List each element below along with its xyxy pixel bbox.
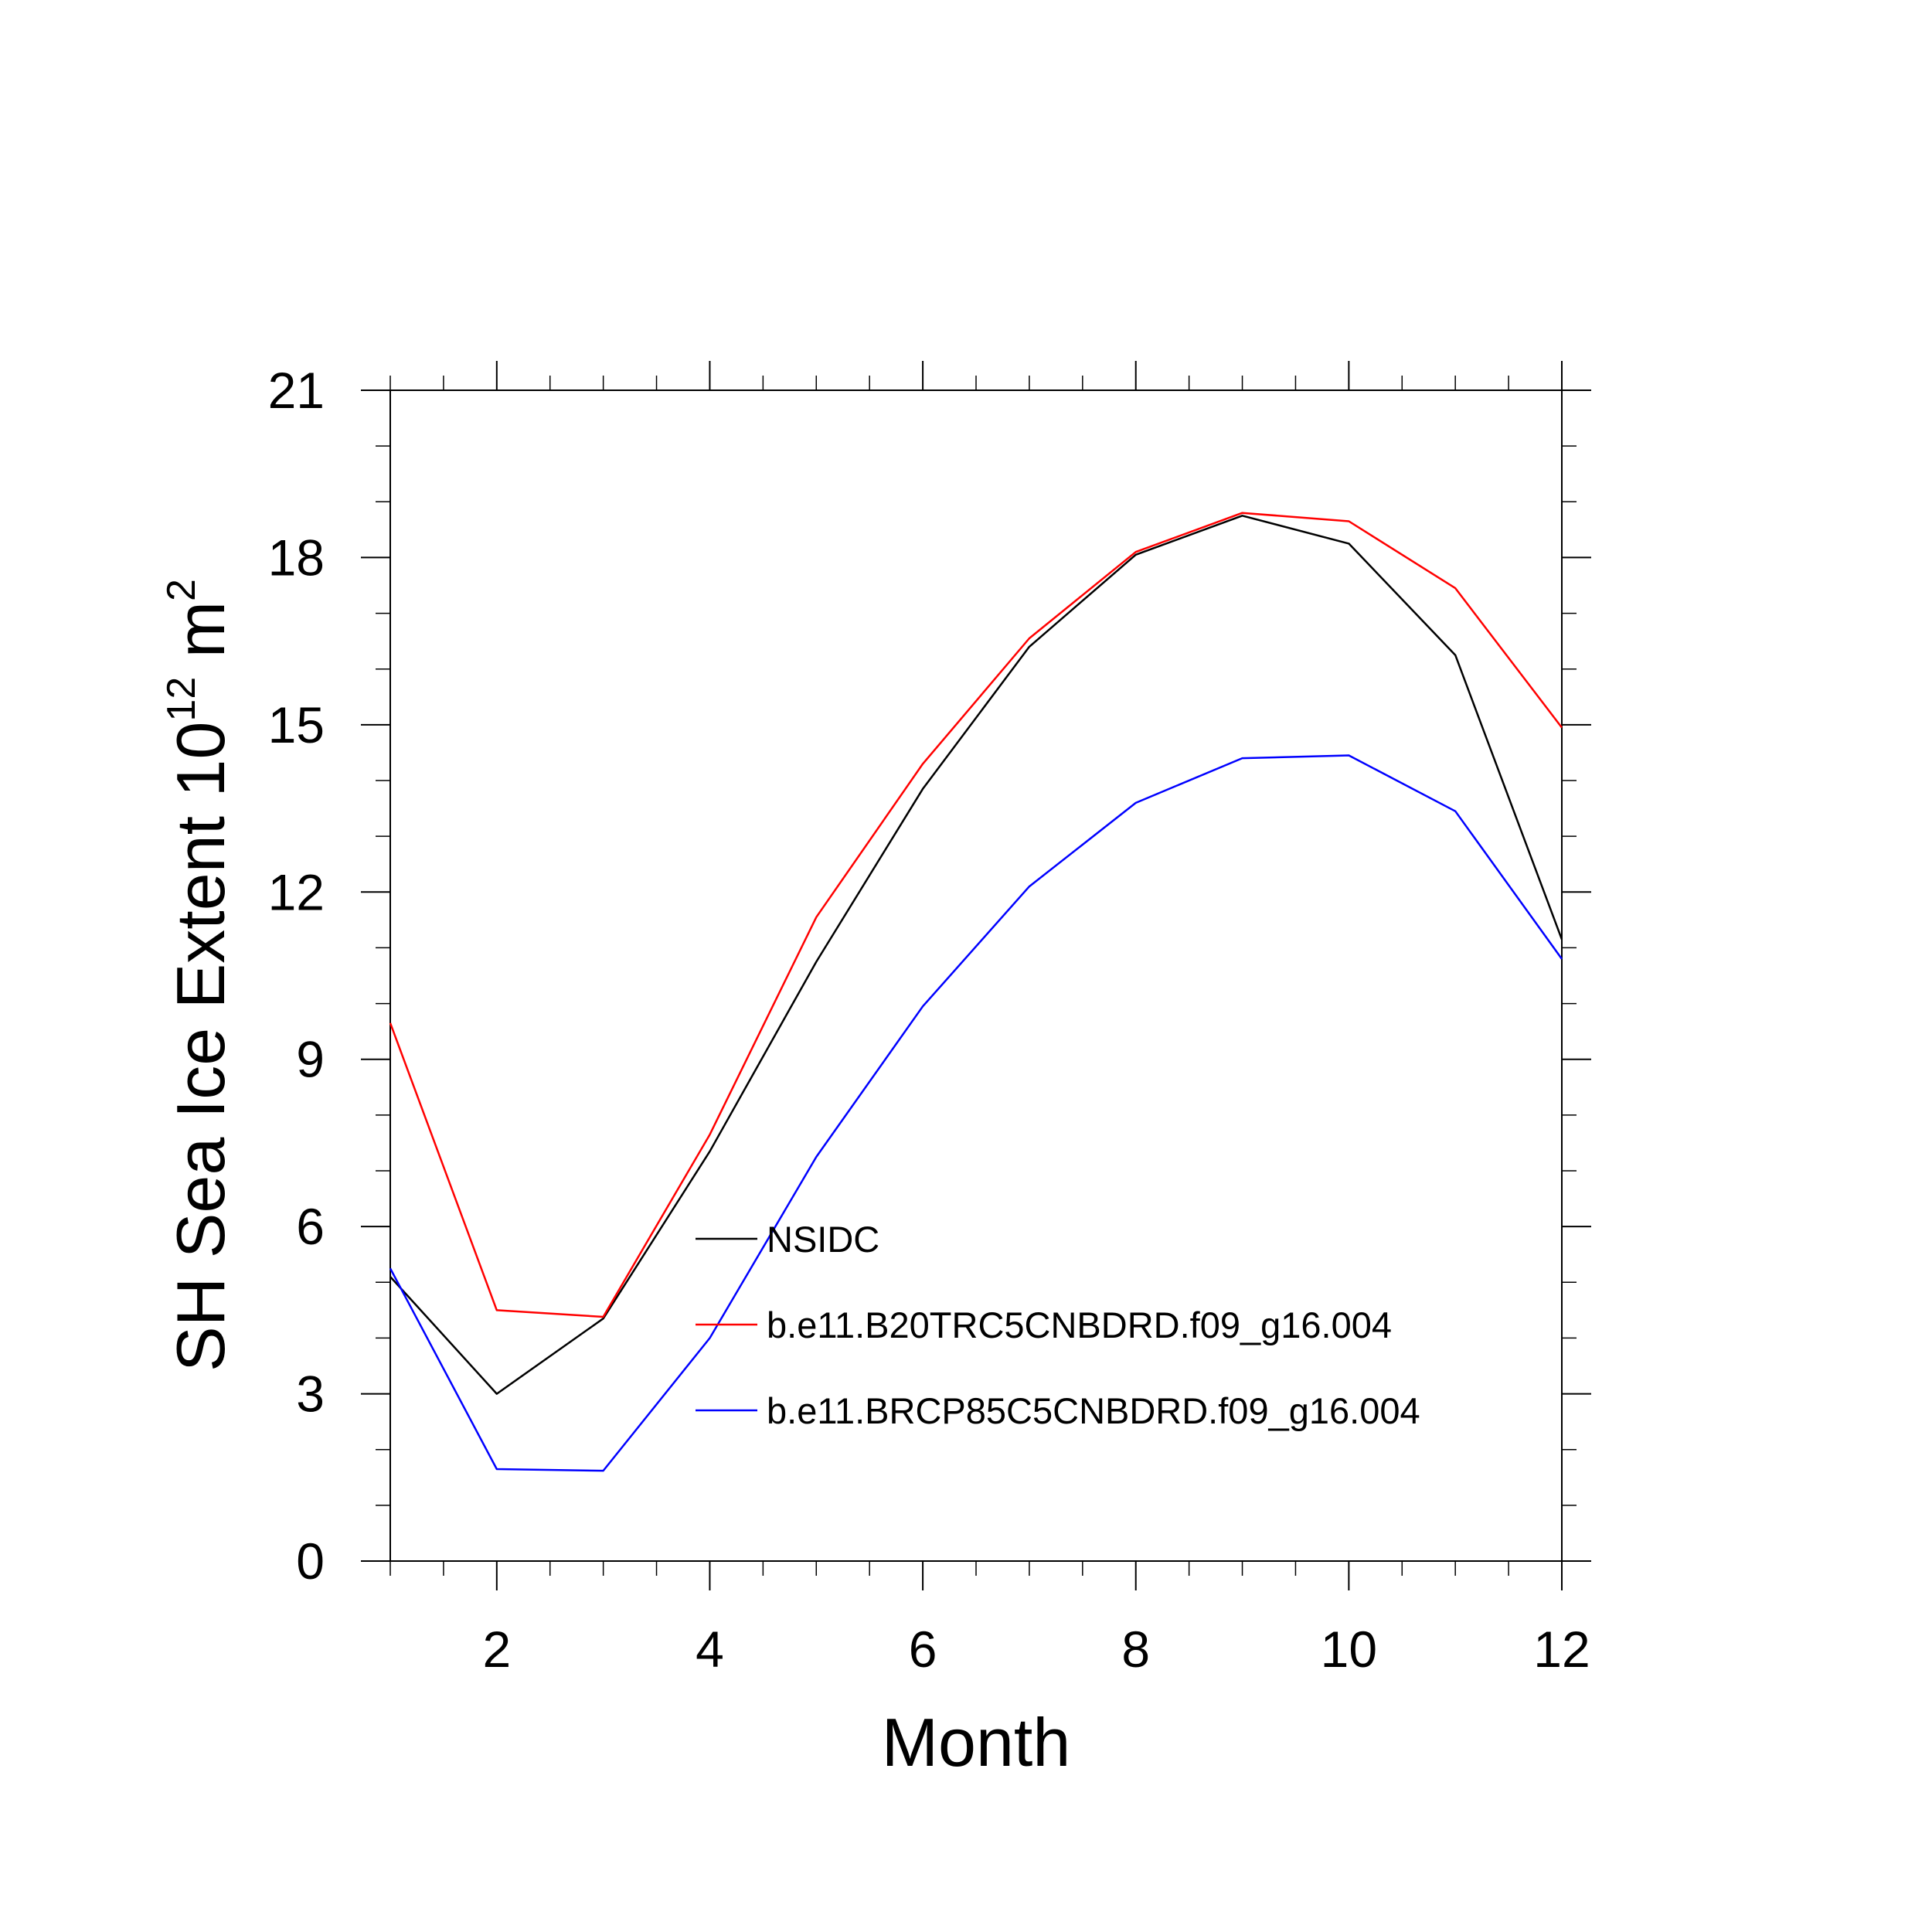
y-axis-title-unit-exponent: 2 <box>159 579 204 601</box>
x-tick-label: 4 <box>696 1621 724 1678</box>
y-tick-label: 15 <box>268 696 325 753</box>
series-lines <box>389 512 1563 1472</box>
plot-frame <box>389 389 1563 1562</box>
legend-label-1: NSIDC <box>767 1219 879 1260</box>
y-axis-title-main: SH Sea Ice Extent 10 <box>162 722 239 1372</box>
legend: NSIDC b.e11.B20TRC5CNBDRD.f09_g16.004 b.e1… <box>696 1219 1420 1431</box>
x-tick-label: 12 <box>1533 1621 1590 1678</box>
y-tick-label: 3 <box>296 1366 325 1423</box>
series-line-2 <box>389 512 1563 1318</box>
y-tick-label: 9 <box>296 1031 325 1088</box>
y-axis-title-exponent: 12 <box>159 677 204 722</box>
y-tick-label: 0 <box>296 1532 325 1590</box>
x-tick-label: 2 <box>482 1621 511 1678</box>
y-tick-label: 12 <box>268 863 325 920</box>
series-line-1 <box>389 515 1563 1395</box>
legend-label-2: b.e11.B20TRC5CNBDRD.f09_g16.004 <box>767 1304 1392 1345</box>
axis-ticks <box>361 361 1591 1590</box>
x-tick-label: 10 <box>1321 1621 1377 1678</box>
y-axis-title: SH Sea Ice Extent 1012 m2 <box>159 579 239 1372</box>
legend-label-3: b.e11.BRCP85C5CNBDRD.f09_g16.004 <box>767 1390 1420 1431</box>
x-axis-title: Month <box>882 1704 1071 1781</box>
y-tick-label: 21 <box>268 362 325 419</box>
y-tick-label: 18 <box>268 529 325 586</box>
x-tick-label: 6 <box>909 1621 937 1678</box>
y-axis-title-unit: m <box>162 601 239 677</box>
y-tick-label: 6 <box>296 1198 325 1255</box>
series-line-3 <box>389 754 1563 1472</box>
x-tick-label: 8 <box>1121 1621 1150 1678</box>
tick-labels: 2 4 6 8 10 12 0 3 6 9 12 15 18 21 <box>268 362 1590 1678</box>
